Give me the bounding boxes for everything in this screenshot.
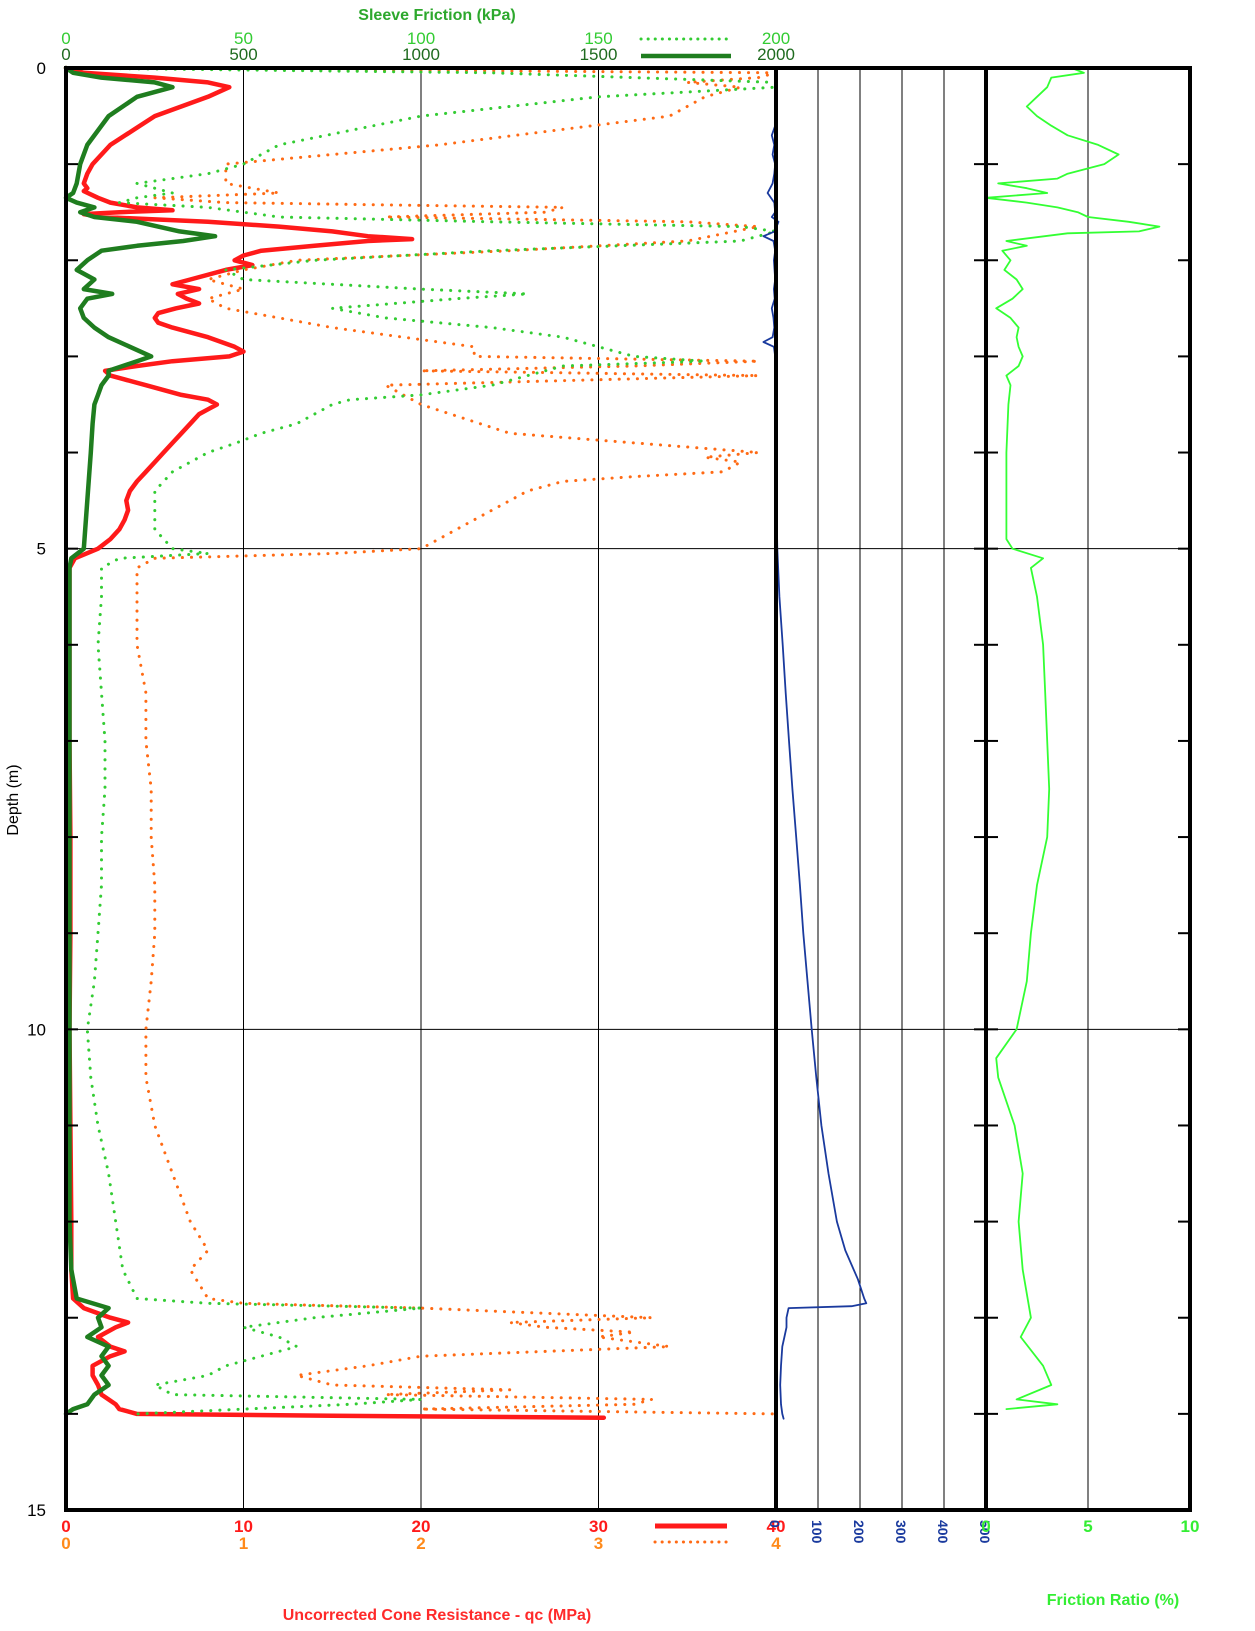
u2-tick-0: 0 (767, 1520, 783, 1528)
depth-label-0: 0 (37, 59, 46, 78)
fs-dotted-tick-200: 200 (762, 29, 790, 48)
fr-tick-10: 10 (1181, 1517, 1200, 1536)
u2-tick-300: 300 (893, 1520, 909, 1544)
fs-thick-tick-2000: 2000 (757, 45, 795, 64)
fs-thick-tick-1000: 1000 (402, 45, 440, 64)
qc-thick-tick-30: 30 (589, 1517, 608, 1536)
qc-thick-tick-40: 40 (767, 1517, 786, 1536)
qc-dotted-tick-2: 2 (416, 1534, 425, 1553)
panel-3-frame (984, 66, 1192, 1512)
u2-tick-400: 400 (935, 1520, 951, 1544)
qc-dotted-tick-1: 1 (239, 1534, 248, 1553)
fs-thick-tick-500: 500 (229, 45, 257, 64)
depth-axis-title: Depth (m) (5, 764, 22, 835)
fs-dotted-tick-100: 100 (407, 29, 435, 48)
fs-dotted-tick-150: 150 (584, 29, 612, 48)
fr-tick-0: 0 (981, 1517, 990, 1536)
qc-dotted-tick-3: 3 (594, 1534, 603, 1553)
fs-thick-tick-0: 0 (61, 45, 70, 64)
series-qc-thick (63, 65, 607, 1420)
u2-tick-500: 500 (977, 1520, 993, 1544)
fs-dotted-tick-0: 0 (61, 29, 70, 48)
qc-thick-tick-0: 0 (61, 1517, 70, 1536)
depth-label-10: 10 (27, 1020, 46, 1039)
panel-2-frame (774, 66, 988, 1512)
series-fs-thick (63, 65, 218, 1417)
series-u2-line (762, 67, 868, 1420)
fs-dotted-tick-50: 50 (234, 29, 253, 48)
depth-label-15: 15 (27, 1501, 46, 1520)
series-fr-line (985, 67, 1161, 1410)
friction-ratio-title: Friction Ratio (%) (1047, 1592, 1179, 1609)
qc-dotted-tick-0: 0 (61, 1534, 70, 1553)
top-axis-title: Sleeve Friction (kPa) (358, 7, 515, 24)
series-fs-dotted (64, 66, 778, 1416)
u2-tick-200: 200 (851, 1520, 867, 1544)
qc-thick-tick-10: 10 (234, 1517, 253, 1536)
u2-tick-100: 100 (809, 1520, 825, 1544)
qc-dotted-tick-4: 4 (771, 1534, 781, 1553)
bottom-axis-title: Uncorrected Cone Resistance - qc (MPa) (283, 1607, 592, 1624)
fr-tick-5: 5 (1083, 1517, 1092, 1536)
depth-label-5: 5 (37, 540, 46, 559)
qc-thick-tick-20: 20 (412, 1517, 431, 1536)
fs-thick-tick-1500: 1500 (580, 45, 618, 64)
